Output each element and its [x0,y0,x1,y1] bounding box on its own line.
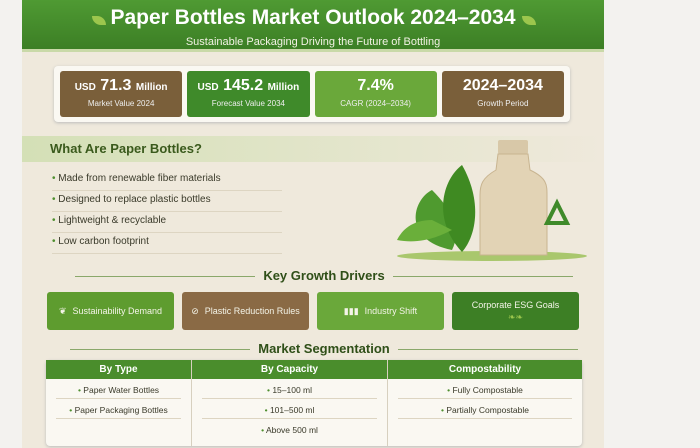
stat-cagr: 7.4% CAGR (2024–2034) [314,71,437,117]
drivers-row: ❦ Sustainability Demand ⊘ Plastic Reductio… [47,292,579,330]
driver-sustainability: ❦ Sustainability Demand [47,292,174,330]
list-item: Designed to replace plastic bottles [52,191,282,212]
infographic: Paper Bottles Market Outlook 2024–2034 S… [22,0,604,448]
segmentation-table: By TypePaper Water BottlesPaper Packagin… [46,360,582,446]
driver-plastic-rules: ⊘ Plastic Reduction Rules [182,292,309,330]
segmentation-title: Market Segmentation [44,341,604,356]
stat-market-value: USD 71.3 Million Market Value 2024 [60,71,183,117]
page-subtitle: Sustainable Packaging Driving the Future… [185,36,441,48]
page-title: Paper Bottles Market Outlook 2024–2034 [110,6,516,29]
paper-bottle-illustration [397,140,587,261]
leaf-icon [92,16,106,25]
bottle-icon [479,153,548,256]
leaf-icon [522,16,536,25]
driver-esg-goals: Corporate ESG Goals ❧❧ [452,292,579,330]
list-item: Low carbon footprint [52,233,282,254]
drivers-title: Key Growth Drivers [44,268,604,283]
list-item: Lightweight & recyclable [52,212,282,233]
list-item: Made from renewable fiber materials [52,170,282,191]
what-list: Made from renewable fiber materials Desi… [52,170,282,254]
bottles-icon: ▮▮▮ [343,305,359,316]
driver-industry-shift: ▮▮▮ Industry Shift [317,292,444,330]
segment-compostability: CompostabilityFully CompostablePartially… [388,360,582,446]
recycle-icon [543,198,571,225]
leaf-icon: ❦ [58,305,67,316]
stat-forecast-value: USD 145.2 Million Forecast Value 2034 [187,71,310,117]
no-plastic-icon: ⊘ [191,305,199,316]
stats-panel: USD 71.3 Million Market Value 2024 USD 14… [54,66,570,122]
segment-by-type: By TypePaper Water BottlesPaper Packagin… [46,360,192,446]
segment-by-capacity: By Capacity15–100 ml101–500 mlAbove 500 … [192,360,388,446]
header-banner: Paper Bottles Market Outlook 2024–2034 S… [22,0,604,52]
stat-growth-period: 2024–2034 Growth Period [441,71,564,117]
leaves-icon: ❧❧ [507,311,524,322]
